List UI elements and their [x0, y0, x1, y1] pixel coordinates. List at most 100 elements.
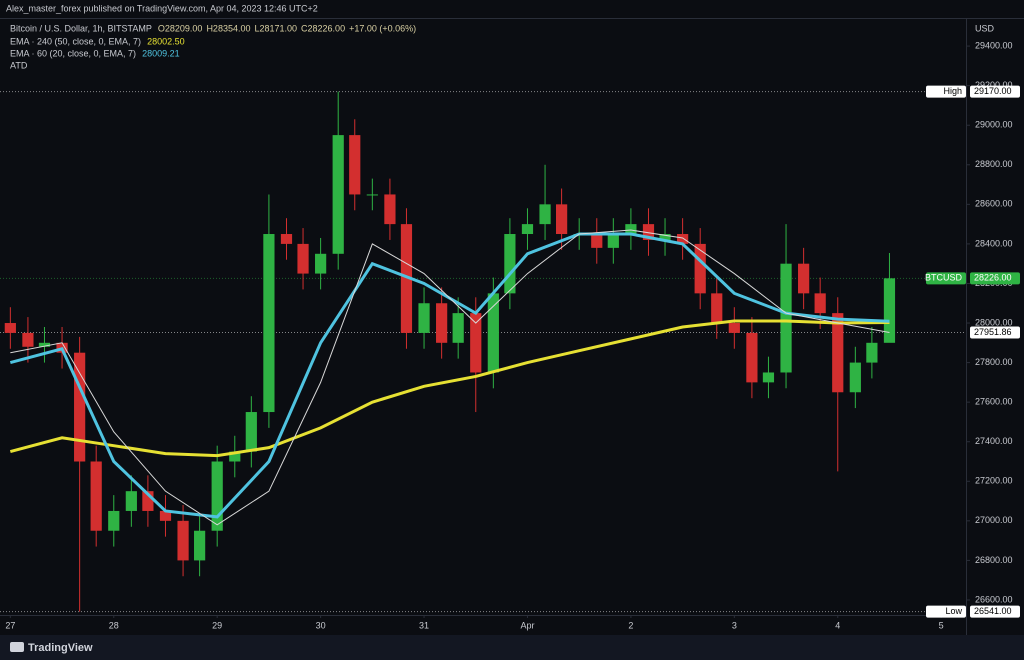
x-tick-label: 4 — [835, 620, 840, 630]
price-tag-name: Low — [945, 606, 962, 616]
price-tag-name: High — [943, 86, 962, 96]
ohlc-label: L28171.00 — [254, 23, 297, 33]
candle-body — [332, 135, 344, 254]
candle-body — [263, 234, 275, 413]
legend-entry: ATD — [10, 60, 28, 70]
candle-body — [229, 451, 241, 462]
candle-body — [487, 293, 499, 373]
footer-bar — [0, 635, 1024, 660]
y-tick-label: 28000.00 — [975, 317, 1013, 327]
candle-body — [762, 372, 775, 383]
price-tag — [970, 605, 1020, 618]
y-tick-label: 27600.00 — [975, 397, 1013, 407]
y-tick-label: 28800.00 — [975, 159, 1013, 169]
x-tick-label: Apr — [520, 620, 534, 630]
candle-body — [245, 412, 257, 452]
x-tick-label: 27 — [5, 620, 15, 630]
candle-body — [400, 224, 413, 333]
candle-body — [780, 263, 792, 373]
candle-body — [832, 313, 844, 393]
legend-value: 28002.50 — [147, 36, 185, 46]
y-tick-label: 29000.00 — [975, 120, 1013, 130]
candle-body — [366, 194, 378, 196]
candle-body — [436, 303, 448, 343]
candle-body — [159, 510, 172, 521]
legend-value: 28009.21 — [142, 48, 180, 58]
candle-body — [452, 313, 464, 343]
ohlc-label: C28226.00 — [301, 23, 345, 33]
price-tag-label: 29170.00 — [974, 86, 1012, 96]
candle-body — [4, 323, 16, 333]
candle-body — [539, 204, 551, 225]
attribution: Alex_master_forex published on TradingVi… — [6, 3, 318, 13]
y-tick-label: 28600.00 — [975, 199, 1013, 209]
x-tick-label: 30 — [316, 620, 326, 630]
symbol-title: Bitcoin / U.S. Dollar, 1h, BITSTAMP — [10, 23, 152, 33]
candle-body — [38, 342, 51, 347]
indicator-line — [10, 229, 890, 526]
candle-body — [521, 224, 534, 235]
price-tag-label: 27951.86 — [974, 327, 1012, 337]
price-tag-name-bg — [926, 272, 966, 285]
y-tick-label: 26800.00 — [975, 555, 1013, 565]
legend: Bitcoin / U.S. Dollar, 1h, BITSTAMP O2820… — [10, 23, 416, 70]
legend-entry: EMA · 240 (50, close, 0, EMA, 7) — [10, 36, 141, 46]
candle-body — [349, 135, 361, 195]
price-tag-label: 26541.00 — [974, 606, 1012, 616]
y-tick-label: 29400.00 — [975, 40, 1013, 50]
brand: TradingView — [28, 642, 93, 654]
candle-body — [504, 234, 516, 294]
candle-body — [177, 520, 189, 561]
candle-body — [211, 461, 223, 531]
x-tick-label: 31 — [419, 620, 429, 630]
candle-body — [22, 332, 34, 347]
ohlc-label: H28354.00 — [206, 23, 250, 33]
x-tick-label: 29 — [212, 620, 222, 630]
y-tick-label: 27800.00 — [975, 357, 1013, 367]
y-tick-label: 27200.00 — [975, 476, 1013, 486]
candle-body — [556, 204, 568, 235]
y-tick-label: 27400.00 — [975, 436, 1013, 446]
candle-body — [625, 224, 637, 235]
candle-body — [125, 491, 137, 511]
x-tick-label: 5 — [939, 620, 944, 630]
legend-entry: EMA · 60 (20, close, 0, EMA, 7) — [10, 48, 136, 58]
candle-body — [591, 234, 603, 248]
candle-body — [315, 253, 327, 274]
candle-body — [108, 510, 120, 531]
price-tag-name: BTCUSD — [925, 273, 963, 283]
candle-body — [280, 234, 293, 244]
candle-body — [90, 461, 102, 531]
candle-body — [711, 293, 723, 324]
candle-body — [470, 313, 482, 373]
candle-body — [384, 194, 396, 225]
candle-body — [74, 352, 86, 462]
price-tag-label: 28226.00 — [974, 273, 1012, 283]
candle-body — [194, 530, 206, 561]
y-tick-label: 26600.00 — [975, 594, 1013, 604]
candle-body — [659, 234, 671, 240]
candle-body — [694, 243, 706, 294]
brand-logo[interactable]: TradingView — [10, 642, 93, 654]
price-tag — [970, 326, 1020, 339]
price-tag-name-bg — [926, 85, 966, 98]
candle-body — [814, 293, 826, 314]
candle-body — [883, 278, 896, 343]
indicator-line — [9, 319, 890, 458]
candle-body — [677, 234, 689, 244]
candle-body — [297, 243, 309, 274]
x-tick-label: 3 — [732, 620, 737, 630]
candle-body — [746, 332, 758, 383]
price-tag-name-bg — [926, 605, 966, 618]
y-tick-label: 29200.00 — [975, 80, 1013, 90]
candle-body — [418, 303, 430, 333]
brand-icon — [10, 642, 24, 652]
candle-body — [142, 491, 154, 511]
price-tag — [970, 272, 1020, 285]
y-unit: USD — [975, 23, 995, 33]
ohlc-label: +17.00 (+0.06%) — [349, 23, 416, 33]
x-tick-label: 2 — [628, 620, 633, 630]
candle-body — [728, 323, 740, 333]
candle-body — [849, 362, 861, 393]
